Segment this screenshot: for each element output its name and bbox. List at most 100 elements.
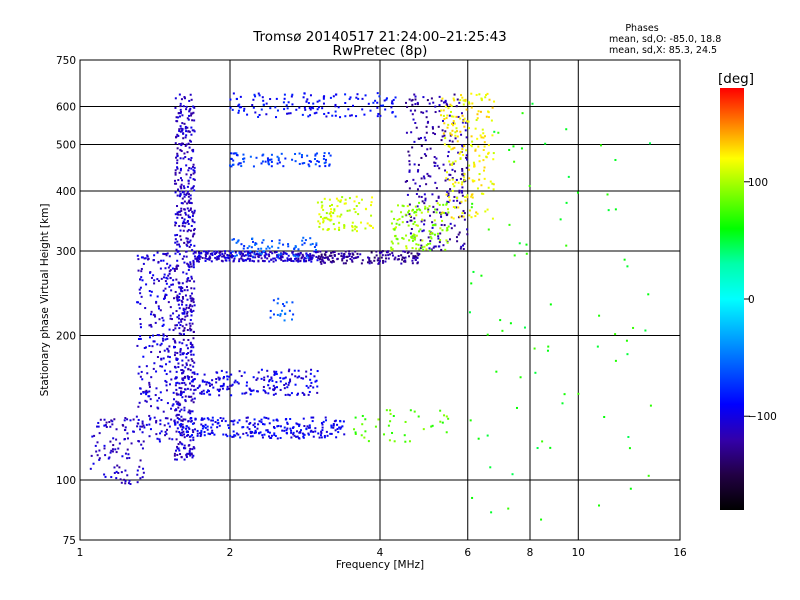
data-point [452, 97, 455, 100]
data-point [321, 426, 324, 429]
data-point [308, 160, 311, 163]
data-point [189, 159, 192, 162]
data-point [487, 111, 490, 114]
data-point [142, 440, 145, 443]
data-point [323, 217, 326, 220]
data-point [354, 431, 357, 434]
data-point [143, 257, 146, 260]
data-point [518, 242, 521, 245]
data-point [308, 107, 311, 110]
data-point [175, 458, 178, 461]
data-point [648, 142, 651, 145]
data-point [190, 173, 193, 176]
data-point [291, 158, 294, 161]
data-point [255, 156, 258, 159]
data-point [189, 176, 192, 179]
data-point [429, 240, 432, 243]
data-point [136, 481, 139, 484]
data-point [213, 250, 216, 253]
data-point [148, 336, 151, 339]
data-point [192, 298, 195, 301]
data-point [218, 388, 221, 391]
data-point [414, 103, 417, 106]
data-point [162, 323, 165, 326]
data-point [180, 183, 183, 186]
data-point [283, 319, 286, 322]
data-point [170, 407, 173, 410]
data-point [178, 307, 181, 310]
data-point [184, 127, 187, 130]
data-point [148, 290, 151, 293]
data-point [301, 432, 304, 435]
data-point [408, 213, 411, 216]
data-point [277, 159, 280, 162]
data-point [150, 351, 153, 354]
data-point [197, 255, 200, 258]
data-point [308, 424, 311, 427]
data-point [159, 423, 162, 426]
data-point [451, 140, 454, 143]
data-point [189, 364, 192, 367]
data-point [266, 257, 269, 260]
data-point [189, 382, 192, 385]
data-point [180, 369, 183, 372]
data-point [310, 429, 313, 432]
data-point [177, 443, 180, 446]
data-point [186, 117, 189, 120]
data-point [174, 458, 177, 461]
data-point [305, 427, 308, 430]
data-point [186, 240, 189, 243]
data-point [206, 425, 209, 428]
data-point [176, 294, 179, 297]
data-point [312, 102, 315, 105]
data-point [314, 380, 317, 383]
data-point [269, 316, 272, 319]
data-point [149, 418, 152, 421]
data-point [273, 373, 276, 376]
data-point [141, 476, 144, 479]
data-point [179, 167, 182, 170]
data-point [186, 237, 189, 240]
data-point [404, 250, 407, 253]
data-point [165, 384, 168, 387]
data-point [454, 170, 457, 173]
data-point [281, 256, 284, 259]
data-point [115, 438, 118, 441]
data-point [309, 108, 312, 111]
data-point [340, 199, 343, 202]
data-point [251, 240, 254, 243]
data-point [367, 256, 370, 259]
data-point [179, 192, 182, 195]
data-point [250, 431, 253, 434]
data-point [200, 418, 203, 421]
data-point [376, 115, 379, 118]
data-point [229, 434, 232, 437]
data-point [310, 381, 313, 384]
data-point [263, 254, 266, 257]
data-point [148, 383, 151, 386]
data-point [240, 106, 243, 109]
data-point [182, 430, 185, 433]
data-point [427, 243, 430, 246]
data-point [249, 252, 252, 255]
data-point [367, 440, 370, 443]
data-point [302, 436, 305, 439]
data-point [142, 467, 145, 470]
data-point [340, 255, 343, 258]
data-point [474, 148, 477, 151]
data-point [425, 131, 428, 134]
data-point [194, 250, 197, 253]
data-point [373, 256, 376, 259]
data-point [179, 287, 182, 290]
data-point [457, 115, 460, 118]
data-point [167, 274, 170, 277]
data-point [180, 286, 183, 289]
data-point [292, 426, 295, 429]
data-point [211, 416, 214, 419]
data-point [305, 384, 308, 387]
data-point [439, 239, 442, 242]
data-point [268, 435, 271, 438]
data-point [178, 128, 181, 131]
data-point [515, 406, 518, 409]
